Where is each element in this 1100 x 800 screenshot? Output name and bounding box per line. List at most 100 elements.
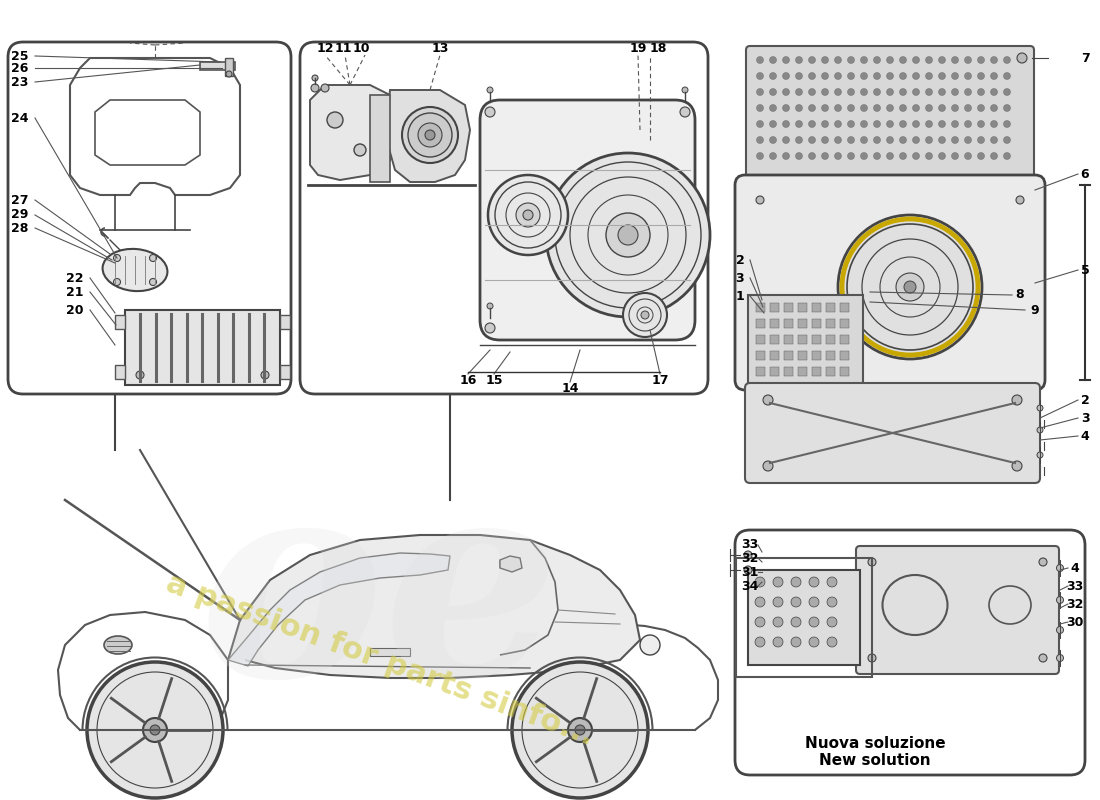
Circle shape bbox=[795, 73, 803, 79]
Circle shape bbox=[808, 105, 815, 111]
Circle shape bbox=[770, 121, 777, 127]
Bar bbox=[784, 335, 793, 344]
Circle shape bbox=[938, 153, 946, 159]
Circle shape bbox=[822, 153, 828, 159]
Circle shape bbox=[618, 225, 638, 245]
Circle shape bbox=[757, 89, 763, 95]
Circle shape bbox=[900, 73, 906, 79]
Circle shape bbox=[261, 371, 270, 379]
Bar bbox=[798, 319, 807, 328]
Circle shape bbox=[873, 73, 880, 79]
Circle shape bbox=[682, 87, 688, 93]
Bar bbox=[826, 367, 835, 376]
Circle shape bbox=[913, 105, 920, 111]
Circle shape bbox=[925, 89, 933, 95]
Circle shape bbox=[1003, 57, 1011, 63]
Circle shape bbox=[860, 89, 868, 95]
Circle shape bbox=[773, 637, 783, 647]
Circle shape bbox=[568, 718, 592, 742]
Bar bbox=[770, 351, 779, 360]
Circle shape bbox=[763, 461, 773, 471]
Circle shape bbox=[900, 121, 906, 127]
Text: 11: 11 bbox=[334, 42, 352, 54]
Circle shape bbox=[952, 121, 958, 127]
Bar bbox=[756, 351, 764, 360]
Circle shape bbox=[860, 137, 868, 143]
Circle shape bbox=[757, 105, 763, 111]
Circle shape bbox=[925, 121, 933, 127]
Bar bbox=[840, 367, 849, 376]
Circle shape bbox=[887, 153, 893, 159]
FancyBboxPatch shape bbox=[746, 46, 1034, 179]
Text: 34: 34 bbox=[741, 579, 759, 593]
Circle shape bbox=[887, 57, 893, 63]
Circle shape bbox=[827, 577, 837, 587]
Circle shape bbox=[965, 153, 971, 159]
Circle shape bbox=[791, 577, 801, 587]
Circle shape bbox=[860, 57, 868, 63]
Text: 4: 4 bbox=[1070, 562, 1079, 574]
Circle shape bbox=[938, 73, 946, 79]
Circle shape bbox=[990, 105, 998, 111]
Circle shape bbox=[808, 637, 820, 647]
Circle shape bbox=[354, 144, 366, 156]
Circle shape bbox=[1037, 405, 1043, 411]
Circle shape bbox=[770, 73, 777, 79]
Circle shape bbox=[938, 137, 946, 143]
Bar bbox=[370, 648, 410, 656]
Circle shape bbox=[680, 107, 690, 117]
Ellipse shape bbox=[104, 636, 132, 654]
Circle shape bbox=[873, 57, 880, 63]
Text: 29: 29 bbox=[11, 209, 29, 222]
Circle shape bbox=[791, 637, 801, 647]
Text: 2: 2 bbox=[736, 254, 745, 266]
Bar bbox=[826, 303, 835, 312]
Circle shape bbox=[847, 105, 855, 111]
Circle shape bbox=[522, 210, 534, 220]
Bar bbox=[280, 365, 290, 379]
Circle shape bbox=[965, 73, 971, 79]
Circle shape bbox=[408, 113, 452, 157]
Text: 14: 14 bbox=[561, 382, 579, 394]
Bar bbox=[826, 351, 835, 360]
Circle shape bbox=[756, 196, 764, 204]
Bar bbox=[770, 335, 779, 344]
Circle shape bbox=[860, 121, 868, 127]
FancyBboxPatch shape bbox=[480, 100, 695, 340]
Bar bbox=[116, 365, 125, 379]
Circle shape bbox=[965, 57, 971, 63]
Circle shape bbox=[822, 73, 828, 79]
Circle shape bbox=[770, 137, 777, 143]
Circle shape bbox=[113, 254, 121, 262]
Bar bbox=[798, 335, 807, 344]
Circle shape bbox=[990, 73, 998, 79]
Bar bbox=[840, 351, 849, 360]
Circle shape bbox=[770, 153, 777, 159]
Text: 17: 17 bbox=[651, 374, 669, 386]
Text: 19: 19 bbox=[629, 42, 647, 54]
Text: a passion for parts sinfo...: a passion for parts sinfo... bbox=[162, 569, 598, 751]
Polygon shape bbox=[500, 556, 522, 572]
Circle shape bbox=[1003, 121, 1011, 127]
Circle shape bbox=[952, 57, 958, 63]
Circle shape bbox=[904, 281, 916, 293]
Text: 2: 2 bbox=[1080, 394, 1089, 406]
Bar bbox=[116, 315, 125, 329]
Circle shape bbox=[327, 112, 343, 128]
Circle shape bbox=[990, 153, 998, 159]
Circle shape bbox=[900, 57, 906, 63]
Bar bbox=[840, 335, 849, 344]
Polygon shape bbox=[310, 85, 395, 180]
Circle shape bbox=[952, 153, 958, 159]
Bar bbox=[784, 367, 793, 376]
Bar bbox=[756, 367, 764, 376]
Circle shape bbox=[402, 107, 458, 163]
Text: 16: 16 bbox=[460, 374, 476, 386]
Circle shape bbox=[835, 153, 842, 159]
Circle shape bbox=[755, 637, 764, 647]
Circle shape bbox=[835, 89, 842, 95]
Circle shape bbox=[887, 73, 893, 79]
Text: 24: 24 bbox=[11, 111, 29, 125]
Text: 22: 22 bbox=[66, 271, 84, 285]
Circle shape bbox=[860, 73, 868, 79]
